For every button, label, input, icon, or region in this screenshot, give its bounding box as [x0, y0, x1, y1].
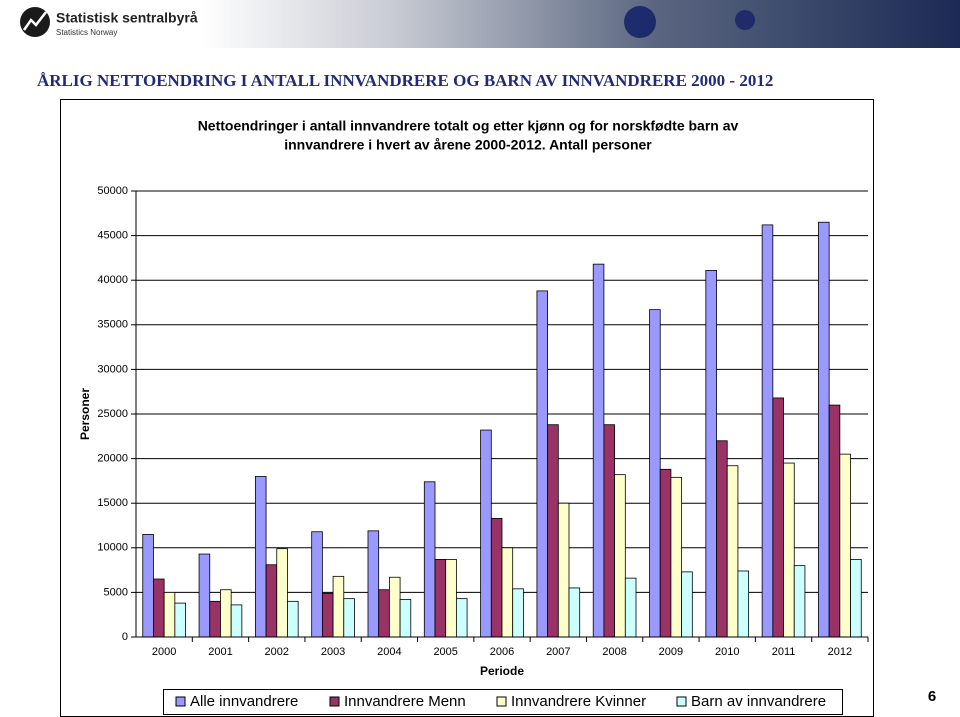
bar	[399, 599, 412, 638]
y-tick-label: 20000	[97, 453, 128, 465]
bar	[783, 462, 795, 638]
y-tick-label: 0	[122, 631, 128, 643]
bar	[455, 598, 468, 638]
bar	[423, 481, 436, 638]
bar	[321, 592, 334, 638]
x-tick-label: 2006	[490, 646, 514, 658]
bar	[332, 575, 345, 638]
x-tick-label: 2007	[546, 646, 570, 658]
y-tick-label: 10000	[97, 542, 128, 554]
bar	[388, 576, 401, 638]
legend-label: Innvandrere Kvinner	[511, 693, 646, 710]
x-tick-label: 2003	[321, 646, 345, 658]
bar	[490, 517, 503, 638]
bar	[592, 263, 605, 638]
y-tick-label: 35000	[97, 319, 128, 331]
y-tick-label: 30000	[97, 363, 128, 375]
bar	[726, 465, 739, 638]
legend-swatch	[175, 696, 186, 707]
chart-title: innvandrere i hvert av årene 2000-2012. …	[284, 137, 652, 153]
x-tick-label: 2001	[208, 646, 232, 658]
logo-icon	[20, 7, 50, 37]
bar	[254, 476, 267, 638]
x-tick-label: 2000	[152, 646, 176, 658]
legend-label: Alle innvandrere	[190, 693, 298, 710]
x-tick-label: 2008	[602, 646, 626, 658]
bar	[174, 602, 186, 638]
x-tick-label: 2005	[433, 646, 457, 658]
legend-swatch	[676, 696, 687, 707]
y-tick-label: 40000	[97, 274, 128, 286]
bar	[230, 604, 243, 638]
y-tick-label: 5000	[104, 586, 128, 598]
header-banner	[200, 0, 960, 48]
bar	[367, 530, 380, 638]
bar	[311, 531, 323, 638]
org-name-en: Statistics Norway	[56, 28, 117, 37]
x-tick-label: 2004	[377, 646, 401, 658]
chart-title: Nettoendringer i antall innvandrere tota…	[198, 118, 739, 134]
bar	[501, 547, 514, 638]
bar	[512, 588, 524, 638]
bar	[624, 577, 637, 638]
logo-swoosh	[22, 11, 47, 31]
x-tick-label: 2009	[659, 646, 683, 658]
banner-decoration	[735, 10, 755, 30]
y-tick-label: 15000	[97, 497, 128, 509]
org-name: Statistisk sentralbyrå	[56, 10, 198, 26]
x-tick-label: 2012	[828, 646, 852, 658]
legend-label: Barn av innvandrere	[691, 693, 826, 710]
bar	[681, 571, 693, 638]
bar	[603, 424, 616, 638]
bar	[850, 558, 862, 638]
page-number: 6	[928, 688, 936, 705]
bar	[568, 587, 581, 638]
y-tick-label: 25000	[97, 408, 128, 420]
y-tick-label: 50000	[97, 185, 128, 197]
bar	[737, 570, 750, 638]
slide-title: ÅRLIG NETTOENDRING I ANTALL INNVANDRERE …	[37, 71, 773, 90]
x-tick-label: 2002	[265, 646, 289, 658]
bar	[761, 224, 774, 638]
bar	[705, 269, 717, 638]
bar	[547, 424, 559, 638]
bar	[659, 468, 672, 638]
bar	[716, 440, 728, 638]
bar	[287, 600, 299, 638]
bar	[614, 474, 626, 638]
legend-swatch	[329, 696, 340, 707]
bar	[198, 553, 211, 638]
bar	[276, 548, 288, 638]
bar	[220, 589, 232, 638]
bar	[536, 290, 549, 638]
bar	[818, 221, 830, 638]
bar	[670, 476, 683, 638]
bar	[649, 309, 661, 638]
bar	[378, 589, 390, 638]
y-tick-label: 45000	[97, 230, 128, 242]
bar	[557, 502, 570, 638]
bar	[142, 534, 154, 638]
bar	[434, 558, 447, 638]
bar	[793, 565, 806, 638]
bar	[153, 578, 165, 638]
bar	[209, 600, 221, 638]
bar	[343, 598, 355, 638]
bar	[772, 397, 784, 638]
legend-swatch	[496, 696, 507, 707]
bar	[839, 453, 851, 638]
bar	[265, 564, 278, 638]
banner-decoration	[624, 6, 656, 38]
bar	[445, 558, 457, 638]
bar	[480, 429, 492, 638]
legend-label: Innvandrere Menn	[344, 693, 466, 710]
x-axis-label: Periode	[480, 664, 524, 678]
x-tick-label: 2010	[715, 646, 739, 658]
bar	[163, 592, 176, 638]
bar	[828, 404, 841, 638]
x-tick-label: 2011	[772, 646, 796, 658]
y-axis-label: Personer	[78, 388, 92, 440]
